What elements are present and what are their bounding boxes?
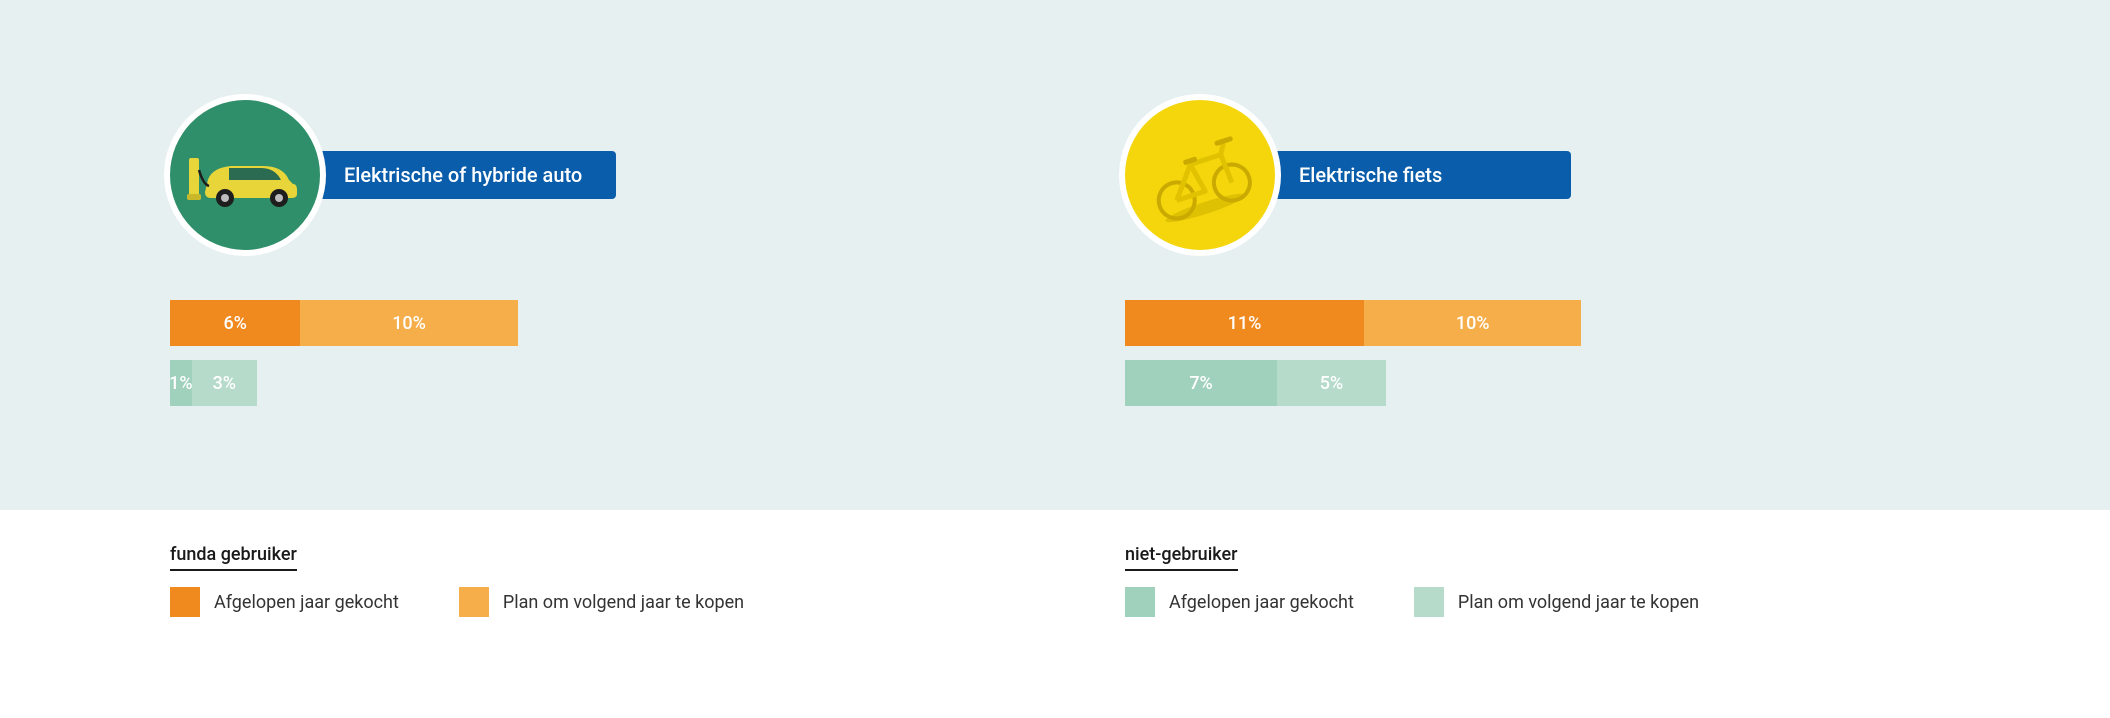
swatch-funda-bought bbox=[170, 587, 200, 617]
funda-bought-segment: 11% bbox=[1125, 300, 1364, 346]
swatch-nonuser-bought bbox=[1125, 587, 1155, 617]
legend-group-funda: funda gebruiker Afgelopen jaar gekocht P… bbox=[170, 544, 985, 617]
legend-label: Plan om volgend jaar te kopen bbox=[503, 592, 744, 613]
category-bike: Elektrische fiets 11%10% 7%5% bbox=[1125, 100, 1940, 420]
category-title-pill: Elektrische of hybride auto bbox=[296, 151, 616, 199]
legend-item: Afgelopen jaar gekocht bbox=[1125, 587, 1354, 617]
nonuser-bought-segment: 1% bbox=[170, 360, 192, 406]
bar-nonuser-bike: 7%5% bbox=[1125, 360, 1386, 406]
category-title: Elektrische fiets bbox=[1299, 163, 1442, 187]
legend-title: funda gebruiker bbox=[170, 544, 297, 571]
nonuser-plan-segment: 5% bbox=[1277, 360, 1386, 406]
legend-item: Afgelopen jaar gekocht bbox=[170, 587, 399, 617]
category-header: Elektrische fiets bbox=[1125, 100, 1940, 250]
category-title-pill: Elektrische fiets bbox=[1251, 151, 1571, 199]
chart-panel: Elektrische of hybride auto 6%10% 1%3% bbox=[0, 0, 2110, 510]
legend-group-nonuser: niet-gebruiker Afgelopen jaar gekocht Pl… bbox=[1125, 544, 1940, 617]
legend-item: Plan om volgend jaar te kopen bbox=[1414, 587, 1699, 617]
bar-funda-car: 6%10% bbox=[170, 300, 518, 346]
funda-plan-segment: 10% bbox=[1364, 300, 1581, 346]
swatch-funda-plan bbox=[459, 587, 489, 617]
category-title: Elektrische of hybride auto bbox=[344, 163, 582, 187]
swatch-nonuser-plan bbox=[1414, 587, 1444, 617]
legend: funda gebruiker Afgelopen jaar gekocht P… bbox=[0, 510, 2110, 647]
category-car: Elektrische of hybride auto 6%10% 1%3% bbox=[170, 100, 985, 420]
legend-label: Plan om volgend jaar te kopen bbox=[1458, 592, 1699, 613]
legend-title: niet-gebruiker bbox=[1125, 544, 1238, 571]
car-icon bbox=[170, 100, 320, 250]
legend-label: Afgelopen jaar gekocht bbox=[1169, 592, 1354, 613]
nonuser-plan-segment: 3% bbox=[192, 360, 257, 406]
nonuser-bought-segment: 7% bbox=[1125, 360, 1277, 406]
funda-bought-segment: 6% bbox=[170, 300, 300, 346]
category-header: Elektrische of hybride auto bbox=[170, 100, 985, 250]
funda-plan-segment: 10% bbox=[300, 300, 517, 346]
bike-icon bbox=[1125, 100, 1275, 250]
legend-item: Plan om volgend jaar te kopen bbox=[459, 587, 744, 617]
legend-label: Afgelopen jaar gekocht bbox=[214, 592, 399, 613]
bar-nonuser-car: 1%3% bbox=[170, 360, 257, 406]
bar-funda-bike: 11%10% bbox=[1125, 300, 1581, 346]
